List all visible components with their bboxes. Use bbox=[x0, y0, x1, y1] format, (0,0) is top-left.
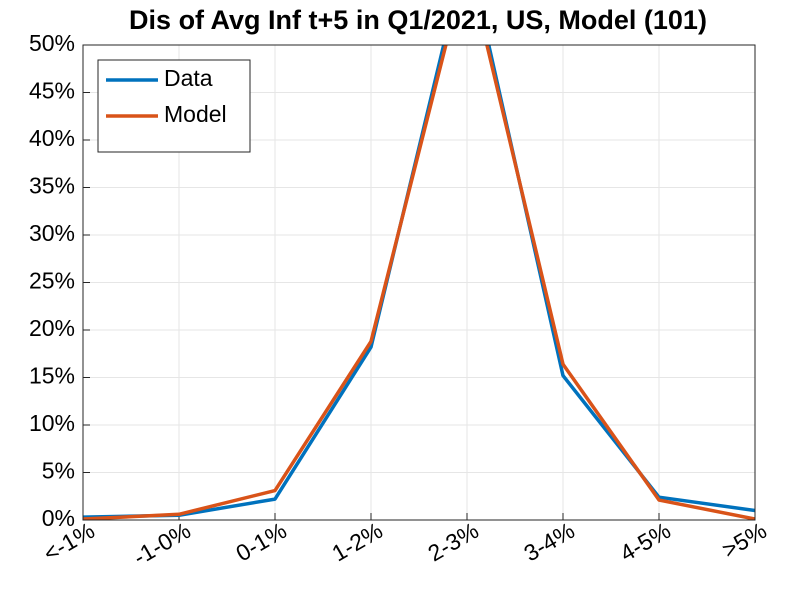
y-tick-label: 45% bbox=[29, 78, 75, 104]
y-tick-label: 25% bbox=[29, 268, 75, 294]
y-tick-label: 50% bbox=[29, 30, 75, 56]
y-tick-label: 40% bbox=[29, 125, 75, 151]
y-tick-label: 10% bbox=[29, 410, 75, 436]
y-tick-label: 30% bbox=[29, 220, 75, 246]
y-tick-label: 5% bbox=[42, 458, 75, 484]
axes-box bbox=[82, 44, 756, 521]
chart-title: Dis of Avg Inf t+5 in Q1/2021, US, Model… bbox=[129, 5, 707, 35]
legend-label: Model bbox=[164, 101, 227, 127]
data-line bbox=[83, 45, 755, 520]
legend-box bbox=[97, 59, 251, 153]
y-tick-label: 35% bbox=[29, 173, 75, 199]
y-tick-label: 15% bbox=[29, 363, 75, 389]
legend-label: Data bbox=[164, 65, 213, 91]
plot-lines bbox=[83, 45, 755, 520]
y-tick-label: 0% bbox=[42, 505, 75, 531]
y-tick-label: 20% bbox=[29, 315, 75, 341]
